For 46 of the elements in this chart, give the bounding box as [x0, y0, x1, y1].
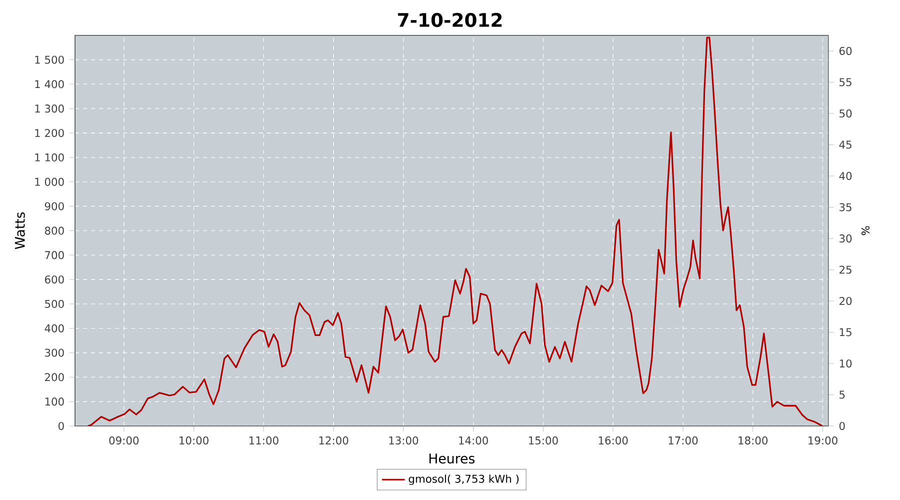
y-tick-label: 700 [45, 251, 64, 260]
x-tick-label: 14:00 [459, 436, 488, 444]
y-tick-label: 1 300 [35, 104, 64, 113]
y-tick-label: 900 [44, 202, 64, 210]
y2-tick-label: 55 [840, 78, 852, 86]
x-axis-title: Heures [429, 454, 475, 464]
y2-tick-label: 45 [839, 140, 852, 149]
x-tick-label: 17:00 [668, 436, 698, 444]
y-tick-label: 100 [45, 398, 64, 406]
y-axis-title: Watts [14, 212, 25, 250]
y-tick-label: 1 200 [35, 128, 64, 138]
line-series [87, 36, 824, 426]
y2-tick-label: 20 [840, 296, 852, 306]
y2-tick-label: 5 [840, 390, 845, 399]
legend-label: gmosol( 3,753 kWh ) [408, 474, 519, 485]
y2-tick-label: 60 [839, 46, 852, 55]
x-tick-label: 19:00 [808, 436, 838, 444]
x-tick-label: 10:00 [180, 436, 208, 444]
y2-axis-title: % [861, 226, 870, 236]
x-tick-label: 09:00 [109, 436, 139, 444]
x-tick-label: 12:00 [319, 436, 348, 444]
y2-tick-label: 40 [839, 172, 852, 180]
y-tick-label: 200 [45, 373, 64, 382]
y2-tick-label: 50 [840, 109, 852, 118]
y-tick-label: 1 400 [35, 80, 64, 88]
x-tick-label: 11:00 [249, 436, 278, 444]
y2-tick-label: 25 [840, 266, 852, 274]
y-tick-label: 0 [58, 422, 64, 430]
y-tick-label: 1 500 [35, 56, 64, 64]
y2-tick-label: 10 [840, 359, 852, 368]
chart-title: 7-10-2012 [398, 12, 502, 28]
y-tick-label: 1 000 [35, 178, 64, 186]
x-tick-label: 16:00 [598, 436, 628, 444]
y2-tick-label: 35 [840, 203, 852, 212]
y2-tick-label: 30 [840, 234, 852, 243]
x-tick-label: 15:00 [529, 436, 558, 444]
y2-tick-label: 15 [840, 328, 852, 336]
y-tick-label: 500 [45, 300, 64, 308]
y-tick-label: 800 [44, 226, 64, 235]
y-tick-label: 600 [44, 275, 64, 284]
x-tick-label: 18:00 [738, 436, 768, 444]
y2-tick-label: 0 [839, 422, 845, 430]
y-tick-label: 300 [45, 348, 64, 357]
x-tick-label: 13:00 [389, 436, 418, 444]
y-tick-label: 1 100 [35, 153, 64, 162]
y-tick-label: 400 [44, 324, 64, 332]
